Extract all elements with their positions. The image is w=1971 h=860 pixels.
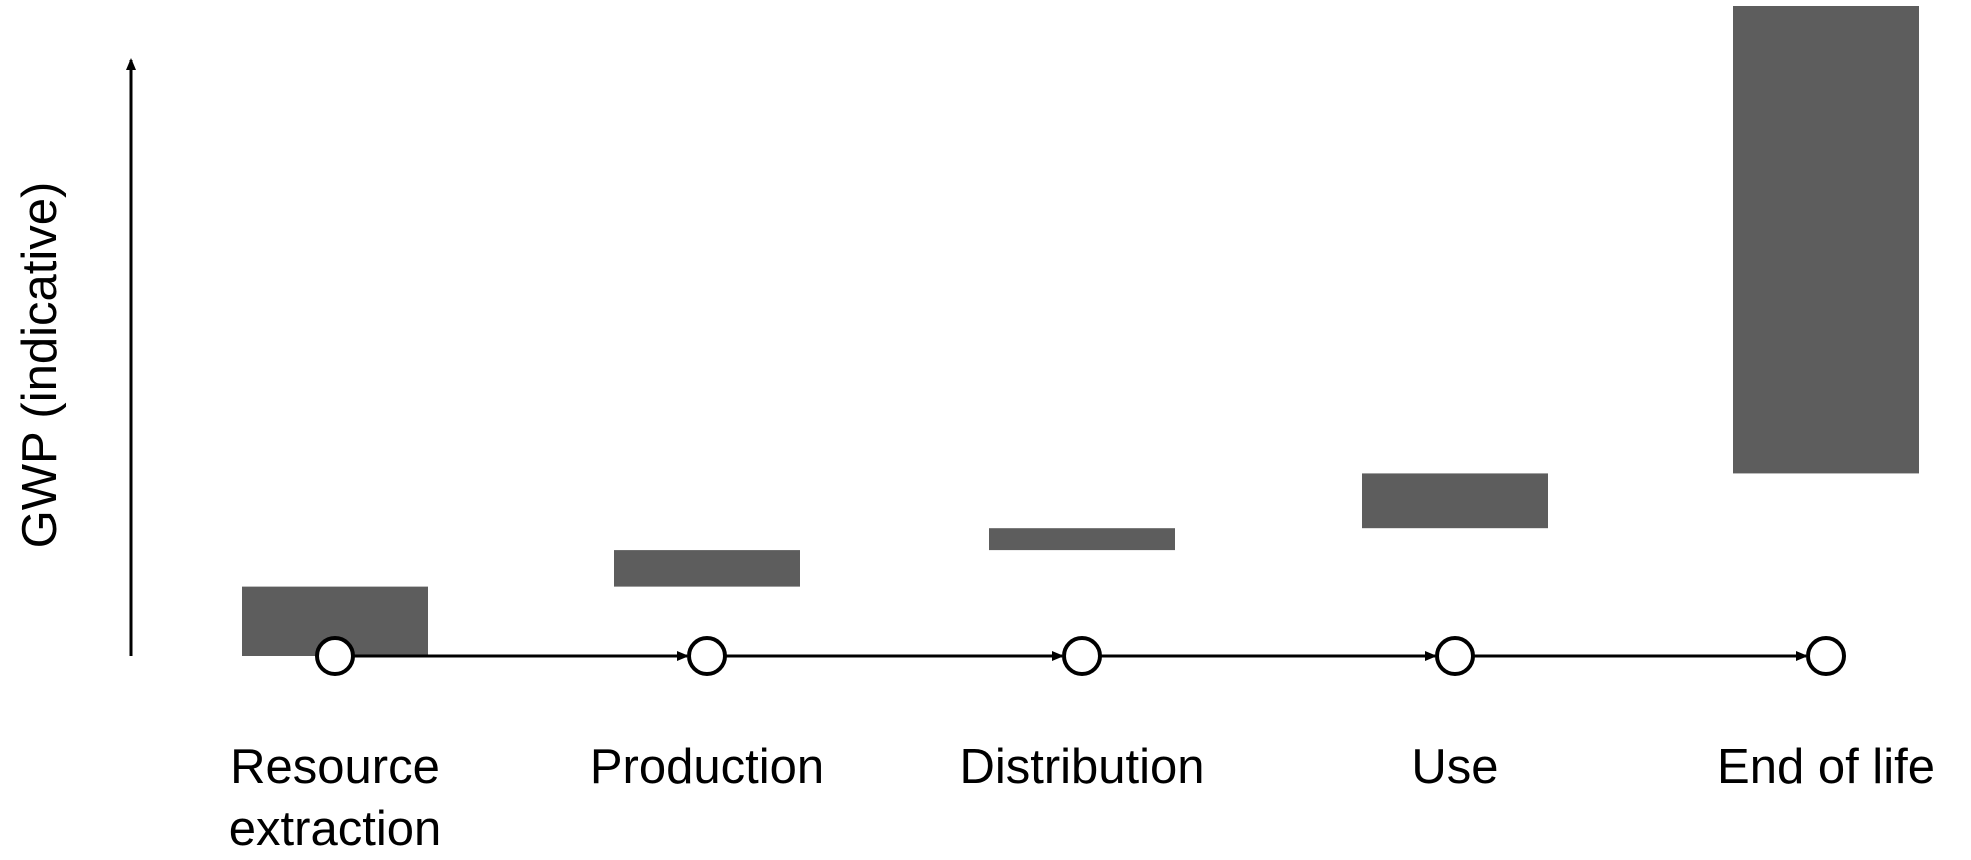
category-label: Use bbox=[1285, 736, 1625, 798]
bar-2 bbox=[614, 550, 800, 587]
bar-5 bbox=[1733, 6, 1919, 474]
category-label-line: Production bbox=[589, 740, 825, 794]
y-axis-label: GWP (indicative) bbox=[13, 181, 67, 549]
stage-node-3 bbox=[1062, 636, 1102, 676]
nodes-layer bbox=[315, 636, 1846, 676]
category-label-line: Distribution bbox=[959, 740, 1205, 794]
bar-4 bbox=[1362, 473, 1548, 529]
stage-node-5 bbox=[1806, 636, 1846, 676]
category-label: Resource extraction bbox=[165, 736, 505, 860]
stage-node-2 bbox=[687, 636, 727, 676]
stage-node-4 bbox=[1435, 636, 1475, 676]
category-label: Distribution bbox=[912, 736, 1252, 798]
category-label: End of life bbox=[1656, 736, 1971, 798]
axis-layer bbox=[126, 58, 1808, 661]
category-label-line: Resource bbox=[230, 740, 440, 794]
stage-node-1 bbox=[315, 636, 355, 676]
category-label: Production bbox=[537, 736, 877, 798]
bar-3 bbox=[989, 528, 1175, 551]
category-label-line: Use bbox=[1411, 740, 1499, 794]
category-label-line: End of life bbox=[1717, 740, 1935, 794]
category-label-line: extraction bbox=[228, 802, 442, 856]
bars-layer bbox=[242, 6, 1919, 656]
